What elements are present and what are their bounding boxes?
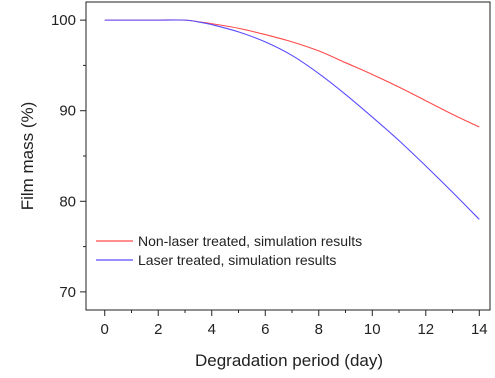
legend-label-1: Non-laser treated, simulation results [138,233,362,249]
series-lines [104,19,480,220]
y-axis-label: Film mass (%) [18,102,37,211]
x-tick-label: 2 [154,321,162,338]
x-tick-label: 14 [471,321,488,338]
x-tick-label: 6 [261,321,269,338]
y-tick-label: 80 [59,193,76,210]
series-line-2 [104,19,480,220]
x-tick-label: 0 [101,321,109,338]
y-tick-label: 70 [59,284,76,301]
x-tick-label: 10 [364,321,381,338]
x-tick-label: 12 [417,321,434,338]
legend-label-2: Laser treated, simulation results [138,252,336,268]
series-line-1 [104,19,480,128]
legend: Non-laser treated, simulation results Las… [96,233,362,268]
y-tick-label: 90 [59,103,76,120]
y-axis-ticks: 70 80 90 100 [51,12,86,301]
y-tick-label: 100 [51,12,76,29]
x-axis-label: Degradation period (day) [195,351,383,370]
x-tick-label: 4 [208,321,216,338]
x-axis-ticks: 0 2 4 6 8 10 12 14 [101,310,488,338]
x-tick-label: 8 [315,321,323,338]
